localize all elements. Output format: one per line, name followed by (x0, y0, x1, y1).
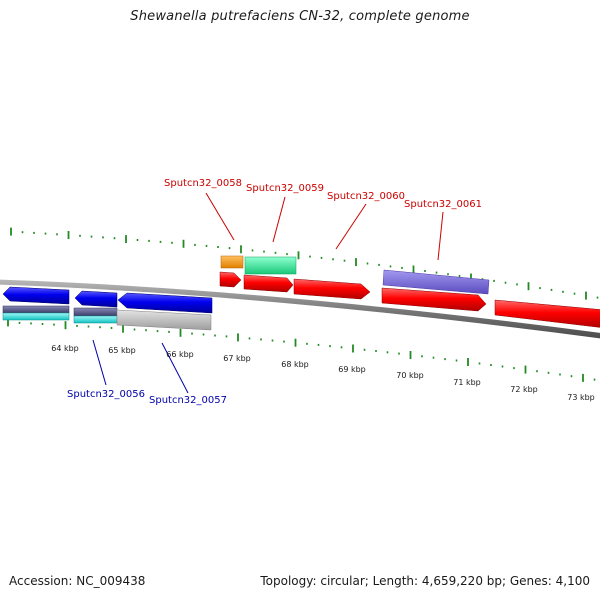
label-sputcn32-0061[interactable]: Sputcn32_0061 (404, 199, 482, 210)
scale-labels: 64 kbp 65 kbp 66 kbp 67 kbp 68 kbp 69 kb… (51, 344, 595, 402)
label-sputcn32-0057[interactable]: Sputcn32_0057 (149, 395, 227, 406)
scale-label-66kbp: 66 kbp (166, 350, 194, 359)
leader-sputcn32-0060 (335, 203, 367, 250)
genome-summary-text: Topology: circular; Length: 4,659,220 bp… (260, 574, 590, 588)
leader-sputcn32-0058 (205, 192, 235, 241)
gene-sputcn32-0060-arrow[interactable] (293, 278, 371, 300)
scale-label-71kbp: 71 kbp (453, 378, 481, 387)
gene-sputcn32-0059-arrow[interactable] (243, 274, 294, 293)
feature-orange-block[interactable] (220, 255, 244, 269)
reverse-label-leaders (92, 339, 189, 394)
label-sputcn32-0058[interactable]: Sputcn32_0058 (164, 178, 242, 189)
leader-sputcn32-0057 (161, 342, 189, 394)
gene-sputcn32-0057-arrow[interactable] (117, 292, 213, 314)
feature-purple-block[interactable] (382, 269, 490, 295)
gene-sputcn32-0056-arrow[interactable] (74, 290, 118, 308)
scale-label-68kbp: 68 kbp (281, 360, 309, 369)
genome-backbone (0, 279, 600, 339)
lower-scale-ticks (7, 318, 596, 382)
forward-label-leaders (205, 192, 444, 261)
feature-gray-block[interactable] (116, 309, 212, 331)
scale-label-67kbp: 67 kbp (223, 354, 251, 363)
feature-green-block[interactable] (244, 256, 297, 275)
leader-sputcn32-0059 (272, 196, 286, 243)
scale-label-65kbp: 65 kbp (108, 346, 136, 355)
label-sputcn32-0056[interactable]: Sputcn32_0056 (67, 389, 145, 400)
feature-slate-block-1[interactable] (2, 305, 70, 314)
gene-sputcn32-0058-arrow[interactable] (219, 271, 242, 288)
gene-sputcn32-0061-arrow[interactable] (381, 287, 487, 312)
feature-cyan-block-1[interactable] (2, 312, 70, 321)
scale-label-70kbp: 70 kbp (396, 371, 424, 380)
scale-label-73kbp: 73 kbp (567, 393, 595, 402)
label-sputcn32-0059[interactable]: Sputcn32_0059 (246, 183, 324, 194)
leader-sputcn32-0061 (437, 211, 444, 261)
upper-scale-ticks (10, 227, 599, 300)
accession-text: Accession: NC_009438 (9, 574, 146, 588)
feature-slate-block-2[interactable] (73, 307, 118, 317)
map-title: Shewanella putrefaciens CN-32, complete … (130, 9, 470, 24)
label-sputcn32-0060[interactable]: Sputcn32_0060 (327, 191, 405, 202)
gene-reverse-1-arrow[interactable] (2, 286, 70, 305)
leader-sputcn32-0056 (92, 339, 107, 386)
scale-label-69kbp: 69 kbp (338, 365, 366, 374)
feature-cyan-block-2[interactable] (73, 315, 118, 324)
gene-sputcn32-0062-arrow[interactable] (494, 299, 600, 328)
scale-label-64kbp: 64 kbp (51, 344, 79, 353)
scale-label-72kbp: 72 kbp (510, 385, 538, 394)
